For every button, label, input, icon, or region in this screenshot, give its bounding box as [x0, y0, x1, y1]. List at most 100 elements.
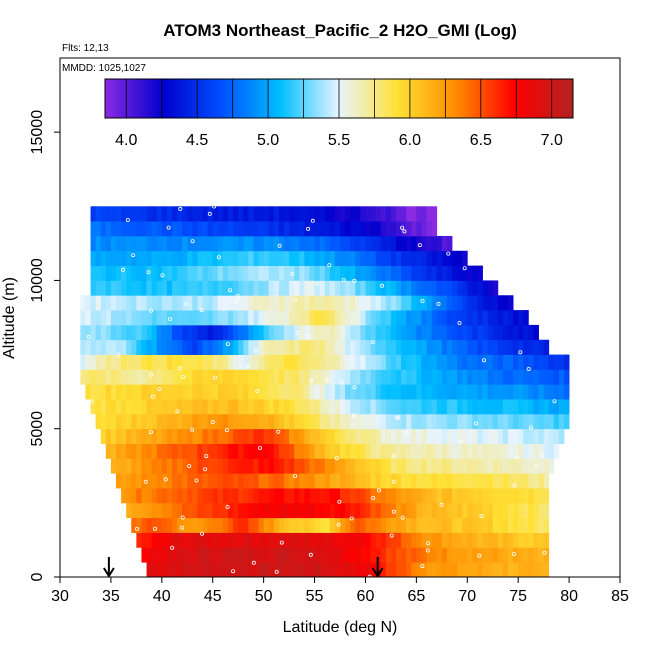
heatmap-cell [345, 532, 351, 548]
heatmap-cell [299, 339, 305, 355]
heatmap-cell [278, 339, 285, 355]
heatmap-cell [278, 221, 285, 237]
heatmap-cell [116, 443, 122, 459]
heatmap-cell [248, 532, 254, 548]
heatmap-cell [370, 324, 377, 341]
heatmap-cell [508, 562, 514, 578]
heatmap-cell [319, 428, 326, 444]
heatmap-cell [314, 339, 321, 355]
heatmap-cell [406, 428, 412, 444]
heatmap-cell [121, 324, 127, 341]
heatmap-cell [564, 413, 570, 430]
heatmap-cell [350, 354, 356, 370]
heatmap-cell [304, 310, 310, 326]
heatmap-cell [273, 280, 280, 296]
heatmap-cell [370, 443, 377, 459]
heatmap-cell [350, 488, 356, 504]
heatmap-cell [284, 547, 290, 563]
heatmap-cell [487, 339, 494, 355]
heatmap-cell [182, 354, 188, 370]
heatmap-cell [187, 354, 193, 370]
heatmap-cell [212, 413, 219, 430]
heatmap-cell [161, 324, 168, 341]
heatmap-cell [156, 502, 163, 519]
heatmap-cell [253, 221, 259, 237]
heatmap-cell [278, 443, 285, 459]
heatmap-cell [467, 339, 473, 355]
heatmap-cell [436, 324, 443, 341]
heatmap-cell [156, 488, 163, 504]
heatmap-cell [90, 399, 97, 415]
heatmap-cell [161, 428, 168, 444]
heatmap-cell [319, 265, 326, 281]
sample-point [371, 495, 376, 500]
heatmap-cell [90, 235, 97, 252]
heatmap-cell [202, 235, 209, 252]
heatmap-cell [253, 250, 259, 266]
heatmap-cell [289, 413, 295, 430]
heatmap-cell [513, 428, 519, 444]
heatmap-cell [319, 517, 326, 533]
heatmap-cell [345, 547, 351, 563]
heatmap-cell [508, 547, 514, 563]
heatmap-cell [329, 310, 336, 326]
heatmap-cell [502, 517, 509, 533]
heatmap-cell [406, 532, 412, 548]
heatmap-cell [197, 265, 203, 281]
heatmap-cell [457, 265, 463, 281]
heatmap-cell [492, 532, 499, 548]
sample-point [89, 399, 94, 404]
heatmap-cell [207, 265, 214, 281]
heatmap-cell [146, 547, 153, 563]
heatmap-cell [533, 562, 539, 578]
heatmap-cell [263, 547, 270, 563]
sample-point [391, 479, 396, 484]
heatmap-cell [116, 310, 122, 326]
heatmap-cell [299, 221, 305, 237]
sample-point [400, 515, 405, 520]
heatmap-cell [197, 443, 203, 459]
heatmap-cell [172, 517, 178, 533]
heatmap-cell [467, 280, 473, 296]
heatmap-cell [146, 428, 153, 444]
sample-point [134, 526, 139, 531]
heatmap-cell [375, 517, 382, 533]
heatmap-cell [233, 369, 239, 385]
heatmap-cell [284, 532, 290, 548]
heatmap-cell [513, 443, 519, 459]
heatmap-cell [177, 310, 183, 326]
heatmap-cell [350, 265, 356, 281]
heatmap-cell [558, 369, 565, 385]
heatmap-cell [416, 443, 422, 459]
heatmap-cell [268, 310, 275, 326]
heatmap-cell [146, 532, 153, 548]
heatmap-cell [350, 295, 356, 311]
heatmap-cell [187, 384, 193, 400]
heatmap-cell [513, 310, 519, 326]
heatmap-cell [284, 221, 290, 237]
heatmap-cell [309, 250, 315, 266]
heatmap-cell [248, 562, 254, 578]
heatmap-cell [136, 502, 142, 519]
heatmap-cell [273, 265, 280, 281]
heatmap-cell [299, 473, 305, 489]
heatmap-cell [289, 265, 295, 281]
heatmap-cell [538, 502, 545, 519]
heatmap-cell [426, 265, 433, 281]
heatmap-cell [446, 324, 453, 341]
heatmap-cell [457, 502, 463, 519]
heatmap-cell [238, 532, 244, 548]
sample-point [370, 340, 375, 345]
heatmap-cell [278, 280, 285, 296]
heatmap-cell [452, 413, 458, 430]
heatmap-cell [487, 310, 494, 326]
heatmap-cell [446, 280, 453, 296]
heatmap-cell [151, 428, 158, 444]
heatmap-cell [273, 502, 280, 519]
heatmap-cell [95, 265, 102, 281]
heatmap-cell [401, 324, 407, 341]
heatmap-cell [202, 458, 209, 474]
heatmap-cell [390, 399, 397, 415]
sample-point [341, 277, 346, 282]
heatmap-cell [421, 310, 427, 326]
